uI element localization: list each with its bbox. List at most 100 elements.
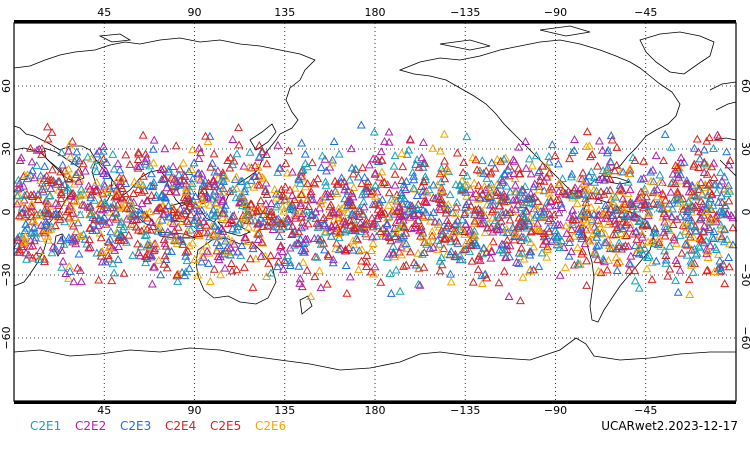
observation-marker [594, 266, 603, 275]
observation-marker [97, 247, 107, 256]
observation-marker [589, 173, 599, 182]
observation-marker [168, 162, 178, 171]
observation-marker [382, 218, 392, 227]
observation-marker [536, 172, 546, 181]
observation-marker [273, 262, 282, 271]
observation-marker [137, 226, 147, 235]
observation-marker [136, 214, 146, 223]
observation-marker [210, 211, 219, 220]
observation-marker [181, 247, 191, 256]
observation-marker [419, 177, 429, 186]
observation-marker [213, 173, 223, 182]
observation-marker [209, 264, 219, 273]
observation-marker [194, 231, 204, 240]
observation-marker [132, 161, 142, 170]
observation-marker [555, 270, 565, 279]
observation-marker [640, 199, 650, 208]
observation-marker [15, 247, 25, 256]
observation-marker [525, 212, 535, 221]
observation-marker [271, 193, 281, 202]
observation-marker [16, 153, 26, 162]
observation-marker [458, 246, 468, 255]
observation-marker [16, 212, 26, 221]
top-axis-bar [14, 20, 736, 23]
observation-marker [451, 180, 461, 189]
observation-marker [477, 271, 487, 280]
top-lon-tick-label: 180 [365, 6, 386, 19]
observation-marker [569, 231, 579, 240]
legend: C2E1 C2E2 C2E3 C2E4 C2E5 C2E6 [30, 419, 286, 433]
observation-marker [280, 255, 290, 264]
observation-marker [74, 249, 84, 258]
observation-marker [521, 136, 530, 145]
top-lon-tick-label: 90 [188, 6, 202, 19]
observation-marker [418, 228, 428, 237]
observation-marker [659, 156, 668, 165]
observation-marker [76, 184, 86, 193]
observation-marker [188, 145, 197, 154]
observation-marker [600, 238, 610, 247]
observation-marker [511, 195, 521, 204]
observation-marker [457, 176, 467, 185]
observation-marker [145, 207, 155, 216]
observation-marker [720, 224, 730, 233]
observation-marker [594, 175, 604, 184]
observation-marker [586, 167, 596, 176]
observation-marker [228, 224, 238, 233]
observation-marker [581, 142, 591, 151]
legend-item-c2e2: C2E2 [75, 419, 106, 433]
observation-marker [482, 273, 492, 282]
observation-marker [125, 159, 135, 168]
observation-marker [46, 175, 56, 184]
observation-marker [295, 207, 305, 216]
observation-marker [634, 283, 644, 292]
observation-marker [582, 256, 592, 265]
observation-marker [92, 166, 102, 175]
observation-marker [204, 181, 214, 190]
observation-marker [582, 280, 592, 289]
observation-marker [575, 183, 585, 192]
observation-marker [655, 170, 665, 179]
observation-marker [697, 190, 707, 199]
observation-marker [684, 275, 694, 284]
observation-marker [487, 179, 496, 188]
observation-marker [584, 209, 594, 219]
observation-marker [440, 200, 450, 209]
observation-marker [459, 157, 469, 166]
observation-marker [161, 254, 171, 263]
observation-marker [339, 177, 349, 186]
observation-marker [340, 194, 350, 203]
observation-marker [680, 239, 690, 248]
observation-marker [593, 254, 603, 263]
observation-marker [661, 258, 671, 267]
observation-marker [728, 223, 738, 232]
observation-marker [510, 187, 519, 196]
observation-marker [384, 188, 394, 197]
observation-marker [348, 245, 358, 254]
observation-marker [414, 162, 424, 171]
observation-marker [612, 244, 621, 253]
observation-marker [714, 197, 723, 206]
observation-marker [35, 246, 45, 255]
observation-marker [237, 192, 247, 201]
observation-marker [136, 179, 146, 188]
observation-marker [579, 186, 589, 195]
observation-marker [594, 240, 604, 249]
observation-marker [446, 246, 456, 255]
observation-marker [394, 212, 404, 221]
observation-marker [547, 140, 557, 149]
observation-marker [57, 148, 67, 157]
observation-marker [285, 185, 295, 194]
observation-marker [64, 273, 73, 282]
observation-marker [166, 230, 176, 239]
observation-marker [655, 177, 665, 186]
observation-marker [401, 184, 411, 193]
observation-marker [713, 264, 723, 273]
observation-marker [247, 163, 256, 172]
observation-marker [564, 251, 574, 260]
observation-marker [334, 207, 344, 216]
observation-marker [323, 189, 332, 198]
observation-marker [671, 275, 681, 284]
observation-marker [248, 240, 258, 249]
observation-marker [401, 260, 411, 269]
